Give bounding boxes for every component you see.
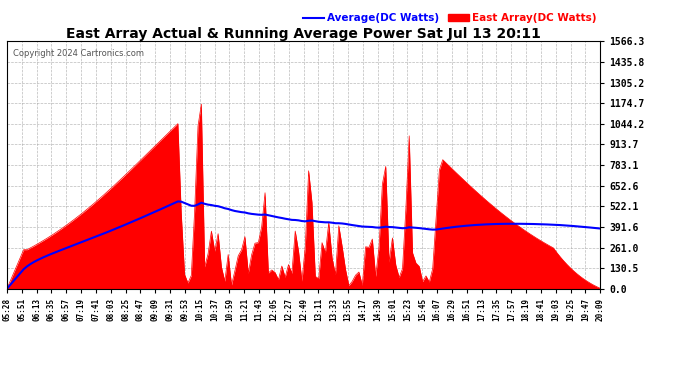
Legend: Average(DC Watts), East Array(DC Watts): Average(DC Watts), East Array(DC Watts) xyxy=(299,9,600,27)
Title: East Array Actual & Running Average Power Sat Jul 13 20:11: East Array Actual & Running Average Powe… xyxy=(66,27,541,41)
Text: Copyright 2024 Cartronics.com: Copyright 2024 Cartronics.com xyxy=(13,49,144,58)
